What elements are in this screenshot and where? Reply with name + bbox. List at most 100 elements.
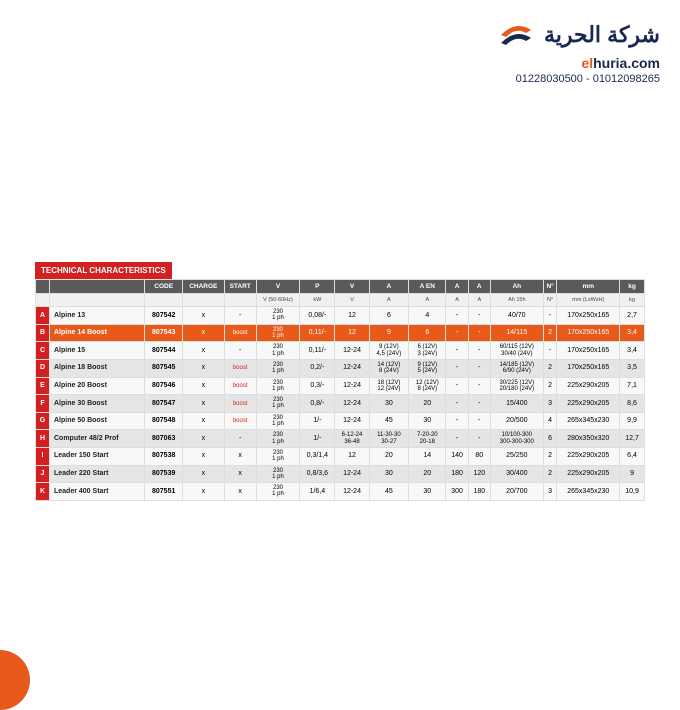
cell-mm: 170x250x165 — [557, 324, 620, 342]
cell-a4: - — [468, 395, 490, 413]
cell-v1: 2301 ph — [256, 412, 299, 430]
company-phones: 01228030500 - 01012098265 — [496, 73, 660, 85]
cell-v2: 12-24 — [335, 377, 369, 395]
cell-a3: 180 — [446, 465, 468, 483]
cell-v2: 12 — [335, 447, 369, 465]
cell-code: 807548 — [145, 412, 183, 430]
table-row: DAlpine 18 Boost807545xboost2301 ph0,2/-… — [36, 359, 645, 377]
cell-a1: 30 — [369, 465, 409, 483]
cell-a4: - — [468, 324, 490, 342]
cell-n: 2 — [543, 359, 557, 377]
row-label: D — [36, 359, 50, 377]
cell-v1: 2301 ph — [256, 307, 299, 325]
cell-mm: 225x290x205 — [557, 377, 620, 395]
cell-a2: 30 — [409, 412, 446, 430]
cell-start: boost — [224, 412, 256, 430]
product-name: Leader 150 Start — [50, 447, 145, 465]
spec-table-container: TECHNICAL CHARACTERISTICS CODECHARGESTAR… — [35, 260, 645, 501]
col-subheader — [183, 294, 225, 307]
corner-accent — [0, 650, 30, 710]
cell-code: 807538 — [145, 447, 183, 465]
cell-charge: x — [183, 447, 225, 465]
col-header: kg — [620, 280, 645, 294]
cell-v1: 2301 ph — [256, 483, 299, 501]
cell-kg: 3,5 — [620, 359, 645, 377]
product-name: Leader 400 Start — [50, 483, 145, 501]
cell-v1: 2301 ph — [256, 324, 299, 342]
cell-ah: 20/700 — [490, 483, 543, 501]
cell-code: 807546 — [145, 377, 183, 395]
cell-mm: 225x290x205 — [557, 395, 620, 413]
url-part1: el — [581, 55, 593, 71]
cell-n: 2 — [543, 377, 557, 395]
cell-v2: 12-24 — [335, 465, 369, 483]
cell-p: 0,8/- — [300, 395, 335, 413]
cell-v1: 2301 ph — [256, 359, 299, 377]
subheader-row: V (50-60Hz)kWVAAAAAh 15hN°mm (LxWxH)kg — [36, 294, 645, 307]
cell-ah: 15/400 — [490, 395, 543, 413]
cell-ah: 30/225 (12V)20/180 (24V) — [490, 377, 543, 395]
swoosh-icon — [496, 15, 536, 55]
cell-charge: x — [183, 324, 225, 342]
cell-code: 807547 — [145, 395, 183, 413]
col-subheader: A — [369, 294, 409, 307]
col-header: N° — [543, 280, 557, 294]
cell-a2: 20 — [409, 465, 446, 483]
cell-a2: 7-20-2020-18 — [409, 430, 446, 448]
cell-ah: 14/115 — [490, 324, 543, 342]
cell-a4: 80 — [468, 447, 490, 465]
cell-mm: 170x250x165 — [557, 307, 620, 325]
cell-start: boost — [224, 324, 256, 342]
col-subheader: mm (LxWxH) — [557, 294, 620, 307]
cell-a4: 120 — [468, 465, 490, 483]
cell-start: x — [224, 465, 256, 483]
cell-v2: 12-24 — [335, 395, 369, 413]
cell-n: 2 — [543, 324, 557, 342]
row-label: J — [36, 465, 50, 483]
col-subheader: Ah 15h — [490, 294, 543, 307]
cell-mm: 225x290x205 — [557, 465, 620, 483]
table-row: BAlpine 14 Boost807543xboost2301 ph0,11/… — [36, 324, 645, 342]
cell-code: 807543 — [145, 324, 183, 342]
row-label: A — [36, 307, 50, 325]
company-arabic-name: شركة الحرية — [544, 22, 660, 48]
cell-a3: - — [446, 307, 468, 325]
cell-n: 3 — [543, 483, 557, 501]
cell-start: boost — [224, 377, 256, 395]
cell-n: 3 — [543, 395, 557, 413]
company-url: elhuria.com — [496, 55, 660, 71]
cell-a3: - — [446, 412, 468, 430]
product-name: Alpine 15 — [50, 342, 145, 360]
logo-row: شركة الحرية — [496, 15, 660, 55]
product-name: Alpine 13 — [50, 307, 145, 325]
col-header: mm — [557, 280, 620, 294]
cell-a4: - — [468, 412, 490, 430]
cell-v1: 2301 ph — [256, 465, 299, 483]
cell-p: 0,11/- — [300, 342, 335, 360]
table-row: JLeader 220 Start807539xx2301 ph0,8/3,61… — [36, 465, 645, 483]
cell-a1: 45 — [369, 483, 409, 501]
cell-code: 807063 — [145, 430, 183, 448]
col-subheader: A — [468, 294, 490, 307]
cell-v1: 2301 ph — [256, 395, 299, 413]
row-label: C — [36, 342, 50, 360]
col-header: Ah — [490, 280, 543, 294]
row-label: H — [36, 430, 50, 448]
col-header: A — [446, 280, 468, 294]
col-header: CHARGE — [183, 280, 225, 294]
cell-charge: x — [183, 465, 225, 483]
cell-n: 6 — [543, 430, 557, 448]
header-row: CODECHARGESTARTVPVAA ENAAAhN°mmkg — [36, 280, 645, 294]
table-row: GAlpine 50 Boost807548xboost2301 ph1/-12… — [36, 412, 645, 430]
table-title: TECHNICAL CHARACTERISTICS — [35, 262, 172, 279]
cell-kg: 3,4 — [620, 324, 645, 342]
cell-a3: - — [446, 395, 468, 413]
cell-start: x — [224, 483, 256, 501]
cell-code: 807545 — [145, 359, 183, 377]
cell-n: - — [543, 307, 557, 325]
cell-a3: 300 — [446, 483, 468, 501]
cell-charge: x — [183, 342, 225, 360]
col-subheader: kW — [300, 294, 335, 307]
cell-a3: 140 — [446, 447, 468, 465]
product-name: Alpine 30 Boost — [50, 395, 145, 413]
